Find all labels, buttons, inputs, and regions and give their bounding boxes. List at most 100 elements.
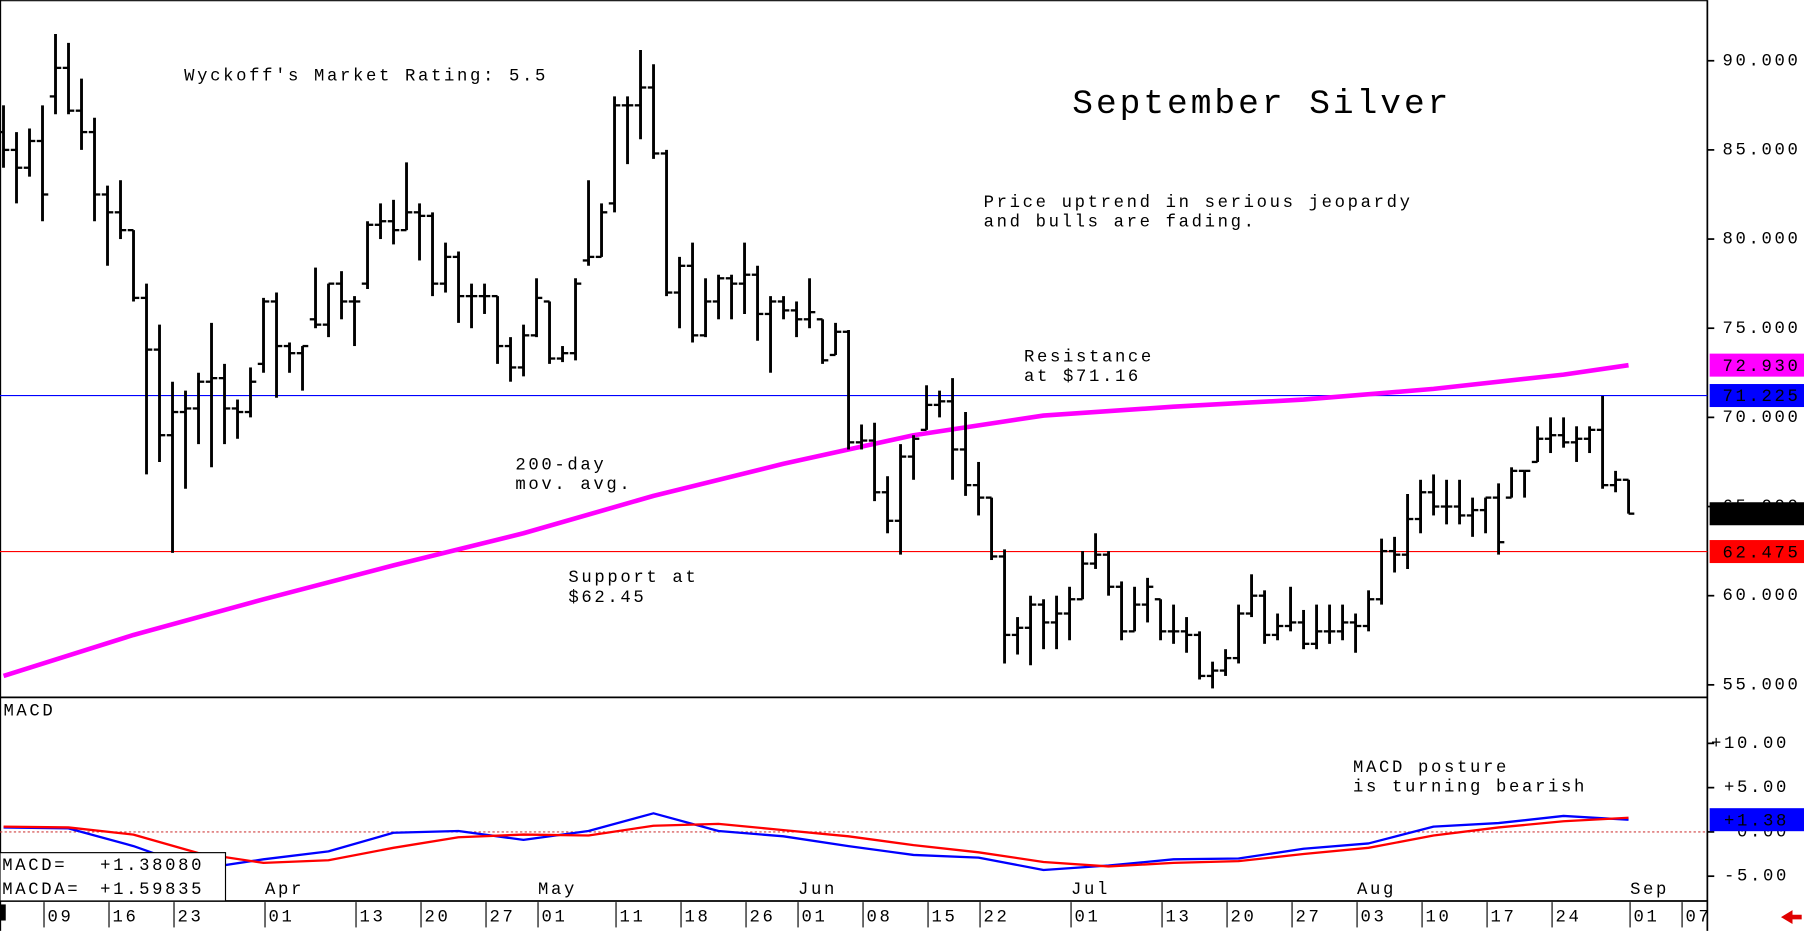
y-tick-label: 70.000 (1723, 409, 1801, 428)
price-bar (1349, 613, 1362, 653)
y-tick-label: -5.00 (1724, 868, 1789, 887)
price-bar (1089, 533, 1102, 569)
price-bar (1557, 417, 1570, 448)
y-tick-label: +5.00 (1724, 779, 1789, 798)
y-tick-label: 90.000 (1723, 52, 1801, 71)
month-label: Aug (1357, 881, 1396, 900)
annotation: at $71.16 (1024, 368, 1141, 387)
price-bar (725, 274, 738, 320)
price-bar (517, 324, 530, 377)
price-bar (140, 283, 153, 475)
price-bar (1414, 479, 1427, 534)
price-bar (972, 461, 985, 516)
legend-name: MACD= (2, 857, 67, 876)
level-tag (1709, 384, 1804, 408)
price-bar (413, 203, 426, 261)
price-bar (361, 221, 374, 289)
price-bar (621, 96, 634, 165)
price-bar (166, 381, 179, 553)
x-tick-label: 09 (47, 909, 73, 928)
price-bar (543, 300, 556, 364)
level-tag-label: 71.225 (1723, 388, 1801, 407)
legend-value: +1.59835 (100, 881, 204, 900)
price-bar (868, 422, 881, 502)
x-tick-label: 15 (931, 909, 957, 928)
price-bar (569, 278, 582, 361)
price-bar (1544, 417, 1557, 454)
price-bar (946, 378, 959, 480)
price-bar (10, 132, 23, 204)
price-bar (1362, 590, 1375, 632)
price-bar (1401, 494, 1414, 569)
price-bar (1570, 426, 1583, 462)
level-tag (1709, 502, 1804, 526)
price-bar (582, 180, 595, 266)
scroll-arrow (1780, 910, 1802, 924)
price-bar (283, 342, 296, 373)
annotation: mov. avg. (515, 476, 632, 495)
price-bar (647, 64, 660, 159)
price-bar (1622, 478, 1635, 515)
price-bar (673, 256, 686, 329)
price-bar (959, 412, 972, 496)
chart-title: September Silver (1072, 85, 1451, 124)
legend-name: MACDA= (2, 881, 80, 900)
price-bar (439, 242, 452, 293)
price-bar (829, 322, 842, 357)
price-bar (296, 344, 309, 391)
price-bar (270, 292, 283, 398)
price-bar (1102, 551, 1115, 596)
price-bar (387, 199, 400, 245)
x-tick-label: 26 (749, 909, 775, 928)
month-label: May (538, 881, 577, 900)
x-tick-label: 01 (268, 909, 294, 928)
annotation: $62.45 (568, 589, 646, 608)
price-bar (0, 105, 10, 168)
x-tick-label: 01 (1074, 909, 1100, 928)
scroll-marker (0, 904, 6, 921)
price-bar (530, 278, 543, 338)
price-bar (1440, 479, 1453, 525)
price-bar (1050, 595, 1063, 650)
price-bar (855, 424, 868, 450)
price-bar (426, 212, 439, 297)
price-bar (1154, 598, 1167, 641)
month-label: Jun (798, 881, 837, 900)
price-bar (777, 296, 790, 320)
x-tick-label: 01 (541, 909, 567, 928)
level-tag-label: 62.475 (1723, 544, 1801, 563)
level-tag (1709, 353, 1804, 377)
price-bar (1479, 496, 1492, 534)
y-tick-label: 85.000 (1723, 141, 1801, 160)
price-bar (127, 228, 140, 302)
price-bar (1427, 474, 1440, 516)
price-bar (686, 242, 699, 343)
price-bar (309, 267, 322, 329)
price-bar (465, 283, 478, 329)
price-bar (1531, 426, 1544, 464)
value-tag (1709, 808, 1804, 832)
x-tick-label: 13 (1166, 909, 1192, 928)
price-bar (764, 296, 777, 373)
x-tick-label: 03 (1361, 909, 1387, 928)
price-bar (712, 274, 725, 320)
macd-line (3, 816, 1629, 868)
price-bar (491, 294, 504, 364)
price-bar (348, 296, 361, 347)
y-tick-label: 80.000 (1723, 231, 1801, 250)
price-bar (634, 50, 647, 140)
x-tick-label: 08 (866, 909, 892, 928)
price-bar (1076, 551, 1089, 601)
price-bar (1037, 599, 1050, 650)
legend-value: +1.38080 (100, 857, 204, 876)
price-bar (1167, 604, 1180, 644)
price-bar (894, 444, 907, 555)
panel-title: MACD (3, 703, 55, 722)
price-bar (1258, 590, 1271, 644)
annotation: Resistance (1024, 348, 1154, 367)
price-bar (179, 390, 192, 489)
level-tag-label: 64.595 (1723, 506, 1801, 525)
price-bar (1024, 595, 1037, 666)
price-bar (790, 301, 803, 338)
